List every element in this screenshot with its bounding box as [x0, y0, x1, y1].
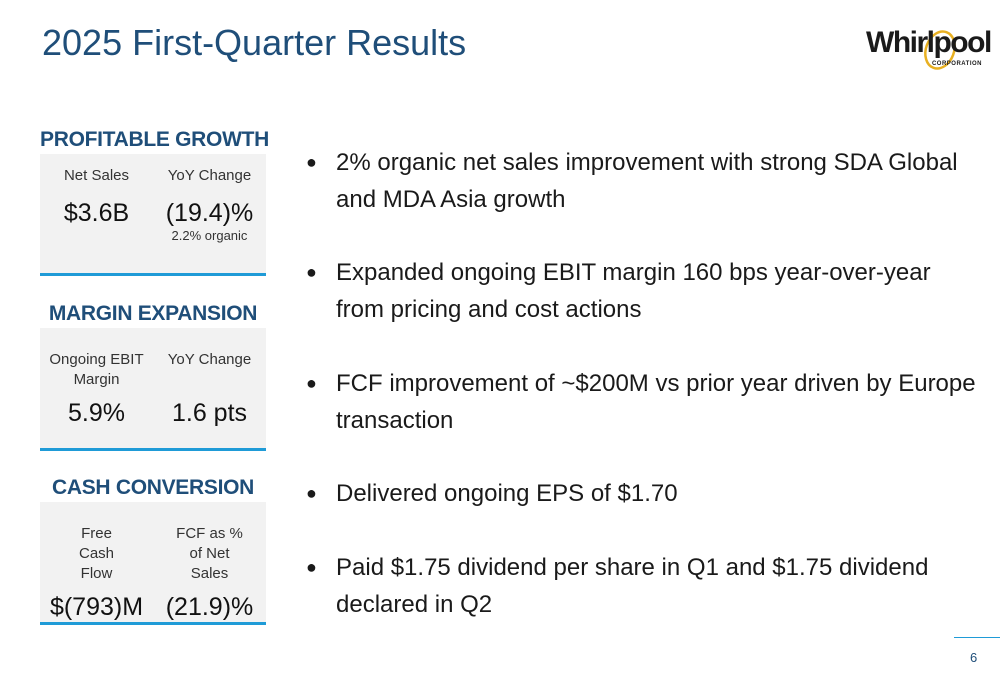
kpi-col-yoy-change: YoY Change 1.6 pts	[153, 350, 266, 428]
page-number-rule	[954, 637, 1000, 638]
logo-swoosh-icon	[924, 30, 956, 70]
kpi-value: (21.9)%	[165, 593, 254, 621]
bullet-text: Paid $1.75 dividend per share in Q1 and …	[336, 554, 929, 618]
kpi-margin-expansion: MARGIN EXPANSION Ongoing EBIT Margin 5.9…	[40, 302, 266, 451]
kpi-panel: Net Sales $3.6B YoY Change (19.4)% 2.2% …	[40, 154, 266, 276]
bullet-item: ● 2% organic net sales improvement with …	[304, 144, 976, 218]
kpi-cash-conversion: CASH CONVERSION Free Cash Flow $(793)M F…	[40, 476, 266, 625]
kpi-subtext: 2.2% organic	[171, 228, 248, 243]
bullet-text: 2% organic net sales improvement with st…	[336, 149, 958, 213]
bullet-item: ● Expanded ongoing EBIT margin 160 bps y…	[304, 254, 976, 328]
kpi-col-free-cash-flow: Free Cash Flow $(793)M	[40, 524, 153, 622]
kpi-heading: CASH CONVERSION	[51, 476, 255, 499]
page-number: 6	[970, 650, 978, 665]
bullet-dot-icon: ●	[306, 262, 317, 282]
bullet-dot-icon: ●	[306, 483, 317, 503]
logo-wordmark: Whirlpool	[866, 26, 992, 59]
kpi-label: Free Cash Flow	[78, 525, 115, 582]
kpi-label: Net Sales	[63, 167, 130, 184]
whirlpool-logo: Whirlpool CORPORATION	[866, 26, 992, 76]
bullet-text: Delivered ongoing EPS of $1.70	[336, 480, 678, 507]
kpi-label: YoY Change	[167, 167, 252, 184]
kpi-label: YoY Change	[167, 351, 252, 368]
kpi-heading: MARGIN EXPANSION	[48, 302, 258, 325]
bullet-dot-icon: ●	[306, 373, 317, 393]
kpi-panel: Free Cash Flow $(793)M FCF as % of Net S…	[40, 502, 266, 625]
kpi-profitable-growth: PROFITABLE GROWTH Net Sales $3.6B YoY Ch…	[40, 128, 269, 276]
kpi-col-fcf-pct: FCF as % of Net Sales (21.9)%	[153, 524, 266, 622]
kpi-value: 1.6 pts	[171, 399, 248, 427]
kpi-label: Ongoing EBIT Margin	[49, 351, 144, 388]
bullet-item: ● Paid $1.75 dividend per share in Q1 an…	[304, 549, 976, 623]
kpi-value: $(793)M	[49, 593, 144, 621]
kpi-col-net-sales: Net Sales $3.6B	[40, 166, 153, 228]
bullet-item: ● FCF improvement of ~$200M vs prior yea…	[304, 365, 976, 439]
bullet-text: Expanded ongoing EBIT margin 160 bps yea…	[336, 259, 931, 323]
slide-title: 2025 First-Quarter Results	[42, 22, 467, 63]
kpi-label: FCF as % of Net Sales	[176, 525, 243, 582]
kpi-value: 5.9%	[68, 399, 125, 427]
bullet-dot-icon: ●	[306, 152, 317, 172]
kpi-col-ebit-margin: Ongoing EBIT Margin 5.9%	[40, 350, 153, 428]
logo-subtext: CORPORATION	[931, 61, 982, 67]
kpi-value: (19.4)%	[165, 199, 254, 227]
kpi-col-yoy-change: YoY Change (19.4)% 2.2% organic	[153, 166, 266, 243]
kpi-panel: Ongoing EBIT Margin 5.9% YoY Change 1.6 …	[40, 328, 266, 451]
kpi-value: $3.6B	[63, 199, 130, 227]
bullet-text: FCF improvement of ~$200M vs prior year …	[336, 370, 976, 434]
bullet-dot-icon: ●	[306, 557, 317, 577]
bullet-item: ● Delivered ongoing EPS of $1.70	[304, 475, 976, 512]
kpi-heading: PROFITABLE GROWTH	[40, 128, 269, 151]
